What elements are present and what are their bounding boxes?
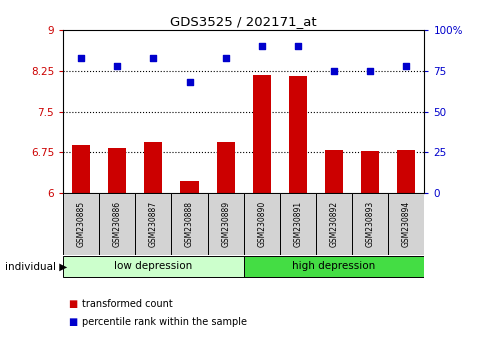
FancyBboxPatch shape — [316, 193, 351, 255]
Point — [402, 63, 409, 69]
Point — [365, 68, 373, 74]
FancyBboxPatch shape — [387, 193, 424, 255]
Text: high depression: high depression — [292, 261, 375, 272]
FancyBboxPatch shape — [351, 193, 387, 255]
FancyBboxPatch shape — [135, 193, 171, 255]
FancyBboxPatch shape — [207, 193, 243, 255]
Bar — [216, 142, 234, 193]
Bar — [396, 150, 414, 193]
Bar — [252, 75, 270, 193]
FancyBboxPatch shape — [279, 193, 316, 255]
Point — [257, 44, 265, 49]
Bar — [72, 145, 90, 193]
Text: GSM230887: GSM230887 — [149, 201, 158, 247]
FancyBboxPatch shape — [63, 193, 99, 255]
FancyBboxPatch shape — [243, 256, 424, 277]
Bar — [288, 76, 306, 193]
Text: transformed count: transformed count — [82, 299, 173, 309]
Bar — [144, 142, 162, 193]
Point — [221, 55, 229, 61]
Bar — [361, 150, 378, 193]
Bar — [108, 148, 126, 193]
Text: GSM230892: GSM230892 — [329, 201, 338, 247]
Text: GSM230885: GSM230885 — [76, 201, 86, 247]
Point — [293, 44, 301, 49]
Text: GSM230888: GSM230888 — [184, 201, 194, 247]
Text: GSM230893: GSM230893 — [365, 201, 374, 247]
Point — [149, 55, 157, 61]
Text: GSM230889: GSM230889 — [221, 201, 230, 247]
FancyBboxPatch shape — [171, 193, 207, 255]
Text: percentile rank within the sample: percentile rank within the sample — [82, 317, 247, 327]
Text: ■: ■ — [68, 317, 77, 327]
Title: GDS3525 / 202171_at: GDS3525 / 202171_at — [170, 15, 317, 28]
Bar — [180, 181, 198, 193]
Point — [113, 63, 121, 69]
Text: ■: ■ — [68, 299, 77, 309]
Text: GSM230894: GSM230894 — [401, 201, 410, 247]
FancyBboxPatch shape — [99, 193, 135, 255]
Text: individual ▶: individual ▶ — [5, 261, 67, 272]
Text: GSM230891: GSM230891 — [293, 201, 302, 247]
Text: low depression: low depression — [114, 261, 192, 272]
Bar — [324, 150, 342, 193]
Point — [330, 68, 337, 74]
Point — [185, 79, 193, 85]
Text: GSM230886: GSM230886 — [112, 201, 121, 247]
Point — [77, 55, 85, 61]
Text: GSM230890: GSM230890 — [257, 201, 266, 247]
FancyBboxPatch shape — [63, 256, 243, 277]
FancyBboxPatch shape — [243, 193, 279, 255]
